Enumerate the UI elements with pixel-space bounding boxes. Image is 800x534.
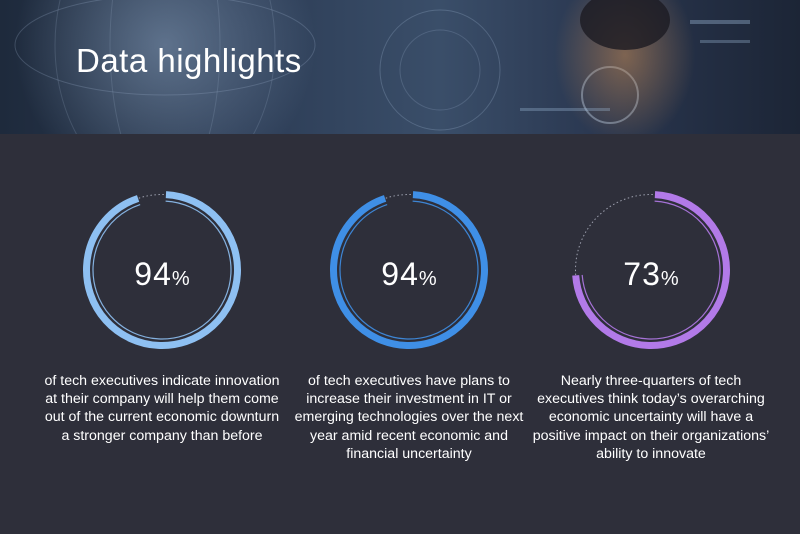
- stat-description: Nearly three-quarters of tech executives…: [532, 373, 770, 462]
- stat-description: of tech executives indicate innovation a…: [44, 373, 280, 444]
- donut-inner-ring: [581, 200, 721, 340]
- donut-chart-3: [572, 191, 730, 349]
- stat-value: 94%: [289, 256, 529, 293]
- stat-unit: %: [171, 268, 190, 290]
- stat-value: 73%: [531, 256, 771, 293]
- donut-value-arc: [82, 191, 241, 349]
- stat-card-1: 94% of tech executives indicate innovati…: [42, 190, 282, 520]
- stat-unit: %: [660, 268, 679, 290]
- header-banner: Data highlights: [0, 0, 800, 134]
- donut-chart-2: [330, 191, 488, 349]
- banner-background-image: [14, 0, 750, 134]
- donut-chart-1: [82, 191, 241, 349]
- stat-card-2: 94% of tech executives have plans to inc…: [289, 190, 529, 520]
- stat-unit: %: [418, 268, 437, 290]
- stat-number: 73: [623, 256, 661, 292]
- stat-description: of tech executives have plans to increas…: [294, 373, 524, 462]
- stat-number: 94: [134, 256, 172, 292]
- stat-value: 94%: [42, 256, 282, 293]
- stat-number: 94: [381, 256, 419, 292]
- stat-card-3: 73% Nearly three-quarters of tech execut…: [531, 190, 771, 520]
- page-title: Data highlights: [76, 42, 302, 79]
